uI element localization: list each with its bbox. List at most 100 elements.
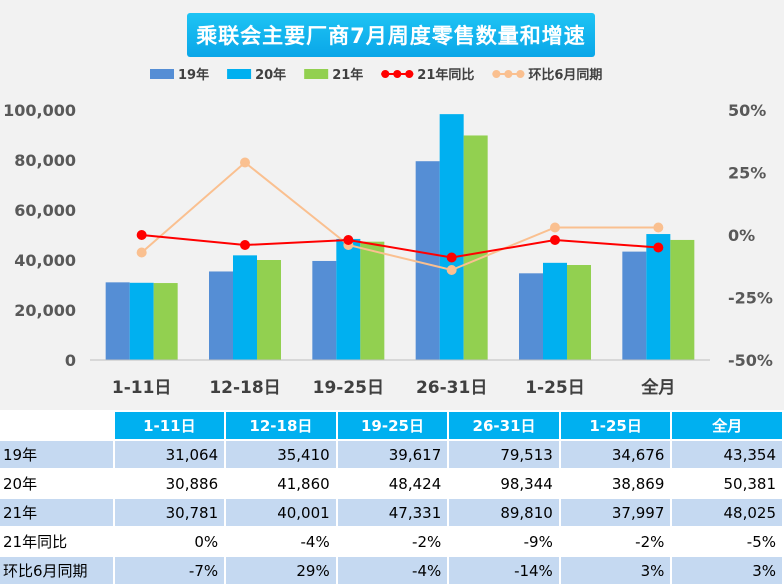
point-环比6月同期: [653, 222, 664, 233]
table-cell: -4%: [337, 555, 450, 584]
table-row: 21年 30,781 40,001 47,331 89,810 37,997 48,025: [0, 497, 784, 526]
legend-swatch-19年: [150, 69, 174, 79]
table-header-cell: 1-25日: [560, 412, 673, 439]
bar-21年: [257, 259, 281, 360]
table-header-cell: 全月: [672, 412, 784, 439]
table-cell: 38,869: [560, 468, 673, 497]
legend-marker-21年同比: [393, 70, 402, 78]
bar-20年: [129, 282, 154, 360]
legend-label: 环比6月同期: [528, 67, 602, 83]
table-cell: 29%: [226, 555, 338, 584]
table-cell: 31,064: [114, 439, 227, 468]
table-cell: -2%: [560, 526, 673, 555]
y-right-tick-label: -50%: [728, 351, 773, 370]
table-header-row: 1-11日 12-18日 19-25日 26-31日 1-25日 全月: [0, 412, 784, 439]
bar-19年: [622, 251, 647, 360]
table-cell: 35,410: [226, 439, 338, 468]
line-环比6月同期: [141, 161, 659, 272]
y-left-tick-label: 40,000: [14, 251, 76, 270]
table-row-label: 20年: [0, 468, 115, 497]
point-21年同比: [550, 235, 560, 245]
y-right-tick-label: 25%: [728, 164, 766, 183]
table-header-cell: 12-18日: [226, 412, 338, 439]
table-cell: -4%: [226, 526, 338, 555]
x-tick-label: 全月: [640, 377, 675, 398]
legend-swatch-21年: [304, 69, 329, 79]
table-cell: 3%: [672, 555, 784, 584]
y-left-tick-label: 60,000: [14, 201, 76, 220]
table-cell: 40,001: [226, 497, 338, 526]
bar-20年: [439, 114, 464, 360]
table-row: 19年 31,064 35,410 39,617 79,513 34,676 43,354: [0, 439, 784, 468]
y-left-tick-label: 20,000: [14, 301, 76, 320]
table-cell: -7%: [114, 555, 227, 584]
bar-19年: [519, 273, 543, 360]
x-tick-label: 26-31日: [416, 378, 487, 398]
table-cell: 48,025: [672, 497, 784, 526]
y-right-tick-label: 50%: [728, 101, 766, 120]
table-cell: 34,676: [560, 439, 673, 468]
table-row: 21年同比 0% -4% -2% -9% -2% -5%: [0, 526, 784, 555]
x-tick-label: 1-11日: [112, 378, 172, 398]
point-环比6月同期: [240, 157, 250, 168]
bar-19年: [105, 282, 130, 360]
table-cell: -14%: [449, 555, 561, 584]
bar-21年: [153, 283, 178, 360]
line-21年同比: [141, 234, 659, 259]
bar-20年: [543, 262, 567, 360]
table-row: 20年 30,886 41,860 48,424 98,344 38,869 50,381: [0, 468, 784, 497]
table-header-cell: 26-31日: [449, 412, 561, 439]
table-cell: 30,886: [114, 468, 227, 497]
y-right-tick-label: 0%: [728, 226, 755, 245]
point-21年同比: [136, 230, 147, 240]
table-header-cell: 19-25日: [337, 412, 450, 439]
x-tick-label: 12-18日: [209, 378, 280, 398]
legend-marker-21年同比: [381, 70, 390, 78]
table-cell: -5%: [672, 526, 784, 555]
legend-label: 19年: [178, 67, 209, 83]
table-cell: 89,810: [449, 497, 561, 526]
table-row-label: 环比6月同期: [0, 555, 115, 584]
y-left-tick-label: 0: [65, 351, 76, 370]
table-cell: 98,344: [449, 468, 561, 497]
bar-19年: [415, 161, 440, 360]
bar-20年: [646, 234, 671, 360]
table-cell: 50,381: [672, 468, 784, 497]
table-cell: 37,997: [560, 497, 673, 526]
table-cell: -2%: [337, 526, 450, 555]
chart-title: 乘联会主要厂商7月周度零售数量和增速: [187, 13, 595, 57]
table-cell: 47,331: [337, 497, 450, 526]
y-left-tick-label: 80,000: [14, 151, 76, 170]
bar-21年: [360, 241, 385, 360]
legend-marker-环比6月同期: [504, 70, 513, 78]
bar-20年: [233, 255, 257, 360]
table-cell: 43,354: [672, 439, 784, 468]
y-right-tick-label: -25%: [728, 289, 773, 308]
table-cell: 41,860: [226, 468, 338, 497]
point-环比6月同期: [136, 247, 147, 258]
table-row-label: 19年: [0, 439, 115, 468]
chart-area: 0 20,000 40,000 60,000 80,000 100,000 -50% -25%…: [0, 0, 784, 410]
point-环比6月同期: [446, 265, 457, 275]
bar-19年: [312, 260, 337, 360]
table-cell: 79,513: [449, 439, 561, 468]
legend-label: 21年同比: [417, 67, 474, 83]
bar-19年: [209, 271, 233, 360]
legend-marker-21年同比: [405, 70, 414, 78]
point-21年同比: [240, 240, 250, 250]
legend-label: 21年: [332, 67, 363, 83]
table-body: 19年 31,064 35,410 39,617 79,513 34,676 43,354 2…: [0, 439, 784, 584]
legend-marker-环比6月同期: [516, 70, 525, 78]
data-table: 1-11日 12-18日 19-25日 26-31日 1-25日 全月 19年 3…: [0, 412, 784, 584]
bar-21年: [670, 239, 695, 360]
point-环比6月同期: [550, 222, 560, 233]
table-cell: 0%: [114, 526, 227, 555]
legend-marker-环比6月同期: [492, 70, 501, 78]
chart-canvas: 0 20,000 40,000 60,000 80,000 100,000 -50% -25%…: [3, 67, 773, 398]
legend-label: 20年: [255, 67, 286, 83]
x-tick-label: 1-25日: [525, 378, 585, 398]
table-cell: 39,617: [337, 439, 450, 468]
bar-20年: [336, 238, 361, 360]
table-cell: 48,424: [337, 468, 450, 497]
table-row-label: 21年同比: [0, 526, 115, 555]
